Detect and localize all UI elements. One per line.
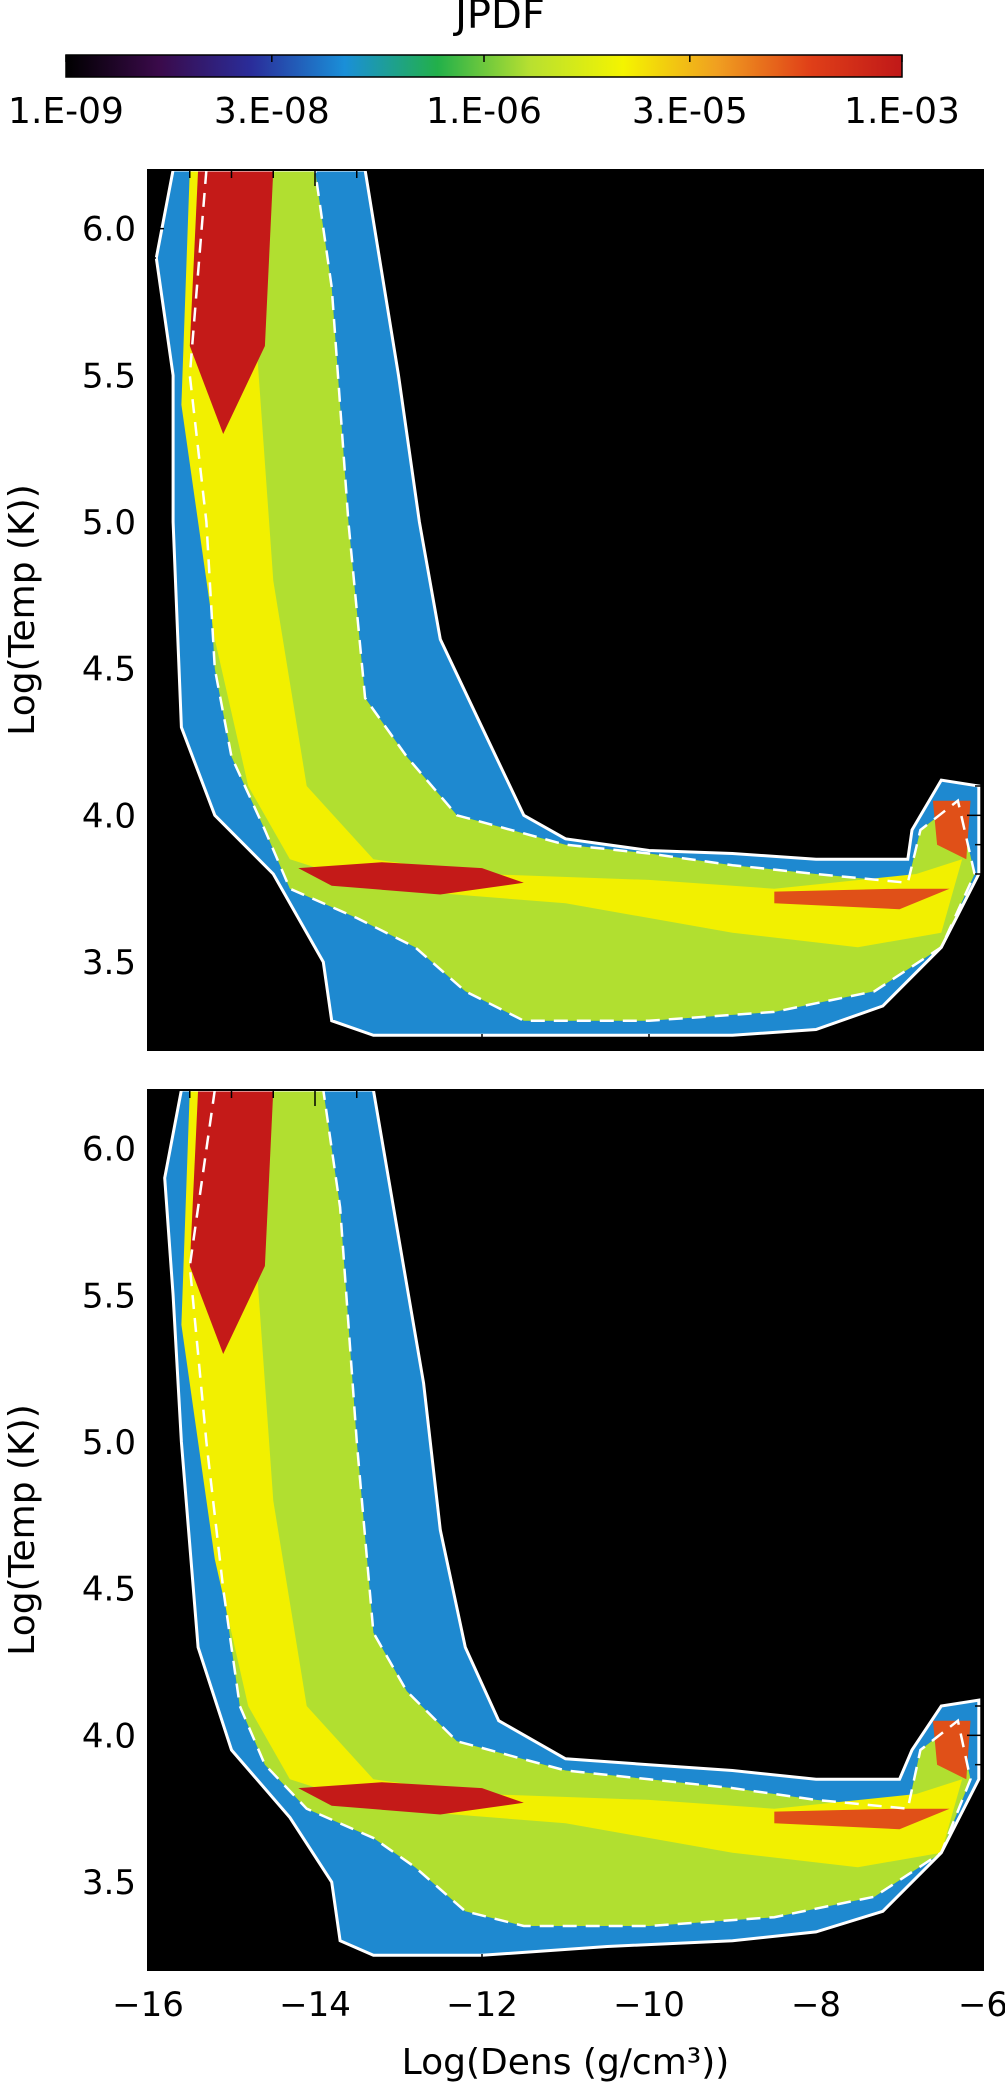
density-peak-high-density-end	[932, 800, 971, 860]
colorbar-tick-label: 1.E-09	[8, 91, 124, 132]
contour-solid	[163, 1090, 981, 1957]
y-tick-label: 3.5	[82, 1863, 136, 1903]
density-peak-hot-phase	[189, 1090, 274, 1354]
density-ridge-orange	[774, 888, 950, 910]
x-axis: −16 −14 −12 −10 −8 −6 Log(Dens (g/cm³))	[112, 1090, 1005, 2083]
colorbar-tick-label: 3.E-08	[214, 91, 330, 132]
panel-top: 3.5 4.0 4.5 5.0 5.5 6.0 Log(Temp (K))	[2, 169, 984, 1051]
y-tick-label: 5.0	[82, 503, 136, 543]
y-tick-label: 5.0	[82, 1423, 136, 1463]
contour-solid	[154, 170, 981, 1037]
y-tick-label: 4.0	[82, 1716, 136, 1756]
y-tick-label: 3.5	[82, 943, 136, 983]
y-axis-label: Log(Temp (K))	[2, 1404, 43, 1655]
y-tick-label: 4.5	[82, 1570, 136, 1610]
y-tick-label: 5.5	[82, 356, 136, 396]
density-band-mid-high	[189, 1090, 971, 1926]
x-tick-label: −6	[958, 1985, 1005, 2025]
density-peak-hot-phase	[189, 170, 274, 434]
y-tick-label: 6.0	[82, 1130, 136, 1170]
contour-dashed	[188, 1090, 972, 1928]
x-tick-label: −10	[613, 1985, 685, 2025]
x-axis-label: Log(Dens (g/cm³))	[402, 2042, 730, 2083]
y-axis-label: Log(Temp (K))	[2, 484, 43, 735]
x-tick-label: −12	[446, 1985, 518, 2025]
x-tick-label: −16	[112, 1985, 184, 2025]
y-tick-label: 4.5	[82, 650, 136, 690]
x-tick-label: −14	[279, 1985, 351, 2025]
colorbar-tick-label: 3.E-05	[632, 91, 748, 132]
colorbar-tick-label: 1.E-03	[844, 91, 960, 132]
y-axis: 3.5 4.0 4.5 5.0 5.5 6.0 Log(Temp (K))	[2, 169, 983, 1051]
density-map	[154, 170, 981, 1037]
y-axis: 3.5 4.0 4.5 5.0 5.5 6.0 Log(Temp (K))	[2, 1089, 983, 1971]
density-map	[163, 1090, 981, 1957]
x-tick-label: −8	[791, 1985, 841, 2025]
density-ridge-orange	[774, 1808, 950, 1830]
y-tick-label: 6.0	[82, 210, 136, 250]
colorbar-tick-label: 1.E-06	[426, 91, 542, 132]
density-peak-cold-branch	[298, 862, 524, 895]
colorbar-title: JPDF	[452, 0, 545, 38]
x-axis	[147, 170, 984, 1050]
contour-dashed	[188, 170, 976, 1022]
y-tick-label: 5.5	[82, 1276, 136, 1316]
density-peak-cold-branch	[298, 1782, 524, 1815]
panel-bottom: 3.5 4.0 4.5 5.0 5.5 6.0 Log(Temp (K)) −16 −14 −12…	[2, 1089, 1005, 2083]
density-band-mid-high	[189, 170, 975, 1021]
y-tick-label: 4.0	[82, 796, 136, 836]
colorbar-ticks: 1.E-09 3.E-08 1.E-06 3.E-05 1.E-03	[8, 55, 960, 132]
